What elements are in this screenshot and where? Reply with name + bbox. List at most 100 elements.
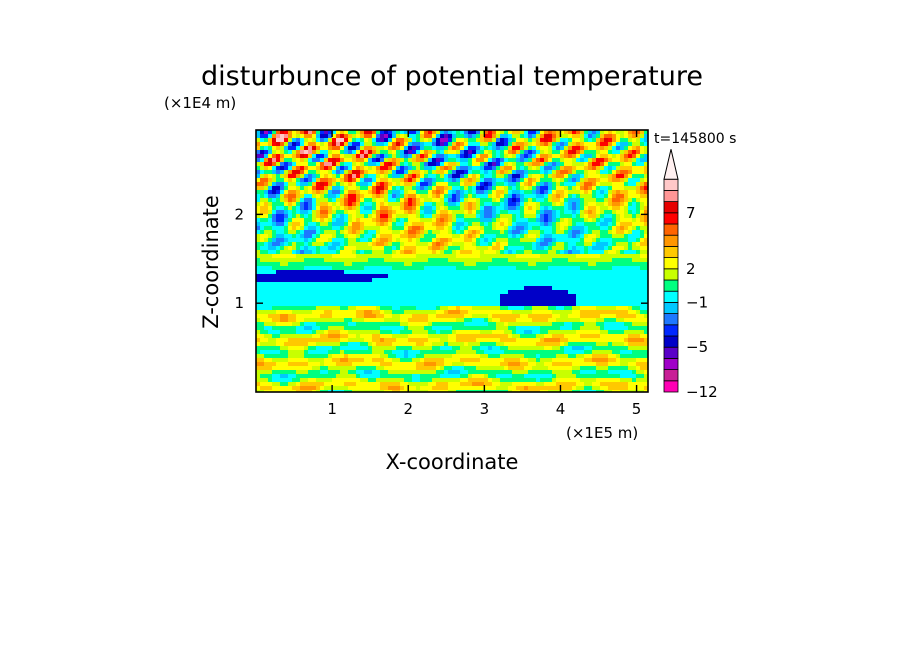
field-cell	[408, 290, 413, 295]
field-cell	[428, 218, 433, 223]
field-cell	[392, 234, 397, 239]
field-cell	[604, 322, 609, 327]
field-cell	[612, 326, 617, 331]
field-cell	[288, 294, 293, 299]
field-cell	[260, 242, 265, 247]
field-cell	[468, 230, 473, 235]
field-cell	[376, 142, 381, 147]
field-cell	[616, 298, 621, 303]
field-cell	[432, 202, 437, 207]
field-cell	[576, 214, 581, 219]
field-cell	[280, 146, 285, 151]
field-cell	[440, 238, 445, 243]
field-cell	[612, 134, 617, 139]
field-cell	[416, 250, 421, 255]
field-cell	[584, 214, 589, 219]
field-cell	[472, 226, 477, 231]
field-cell	[308, 270, 313, 275]
field-cell	[288, 202, 293, 207]
field-cell	[520, 142, 525, 147]
field-cell	[308, 286, 313, 291]
field-cell	[412, 306, 417, 311]
field-cell	[280, 218, 285, 223]
field-cell	[544, 294, 549, 299]
field-cell	[516, 190, 521, 195]
field-cell	[424, 218, 429, 223]
field-cell	[424, 230, 429, 235]
field-cell	[444, 318, 449, 323]
field-cell	[620, 202, 625, 207]
field-cell	[488, 218, 493, 223]
field-cell	[348, 214, 353, 219]
field-cell	[456, 130, 461, 135]
field-cell	[584, 222, 589, 227]
field-cell	[556, 254, 561, 259]
field-cell	[580, 142, 585, 147]
field-cell	[396, 138, 401, 143]
field-cell	[540, 238, 545, 243]
field-cell	[628, 230, 633, 235]
field-cell	[508, 214, 513, 219]
field-cell	[440, 290, 445, 295]
field-cell	[268, 238, 273, 243]
field-cell	[624, 246, 629, 251]
field-cell	[304, 322, 309, 327]
field-cell	[412, 298, 417, 303]
field-cell	[316, 154, 321, 159]
field-cell	[360, 150, 365, 155]
field-cell	[380, 166, 385, 171]
field-cell	[304, 318, 309, 323]
field-cell	[600, 142, 605, 147]
field-cell	[572, 314, 577, 319]
field-cell	[524, 198, 529, 203]
field-cell	[452, 290, 457, 295]
field-cell	[356, 222, 361, 227]
field-cell	[316, 174, 321, 179]
field-cell	[632, 194, 637, 199]
field-cell	[568, 238, 573, 243]
field-cell	[320, 158, 325, 163]
field-cell	[456, 330, 461, 335]
field-cell	[296, 310, 301, 315]
field-cell	[472, 250, 477, 255]
field-cell	[448, 154, 453, 159]
field-cell	[580, 130, 585, 135]
field-cell	[468, 270, 473, 275]
field-cell	[500, 294, 505, 299]
field-cell	[644, 322, 648, 327]
field-cell	[636, 226, 641, 231]
field-cell	[312, 298, 317, 303]
field-cell	[316, 274, 321, 279]
field-cell	[476, 210, 481, 215]
field-cell	[432, 270, 437, 275]
field-cell	[344, 150, 349, 155]
field-cell	[428, 306, 433, 311]
field-cell	[608, 326, 613, 331]
field-cell	[260, 150, 265, 155]
field-cell	[416, 234, 421, 239]
field-cell	[640, 214, 645, 219]
field-cell	[464, 238, 469, 243]
field-cell	[400, 282, 405, 287]
field-cell	[296, 258, 301, 263]
field-cell	[312, 230, 317, 235]
field-cell	[472, 242, 477, 247]
field-cell	[452, 222, 457, 227]
field-cell	[300, 210, 305, 215]
field-cell	[292, 218, 297, 223]
field-cell	[304, 290, 309, 295]
field-cell	[448, 278, 453, 283]
field-cell	[348, 222, 353, 227]
field-cell	[580, 214, 585, 219]
field-cell	[268, 214, 273, 219]
field-cell	[508, 166, 513, 171]
field-cell	[460, 246, 465, 251]
field-cell	[576, 306, 581, 311]
field-cell	[540, 274, 545, 279]
field-cell	[308, 206, 313, 211]
field-cell	[636, 274, 641, 279]
field-cell	[288, 166, 293, 171]
field-cell	[504, 326, 509, 331]
field-cell	[376, 254, 381, 259]
field-cell	[644, 198, 648, 203]
